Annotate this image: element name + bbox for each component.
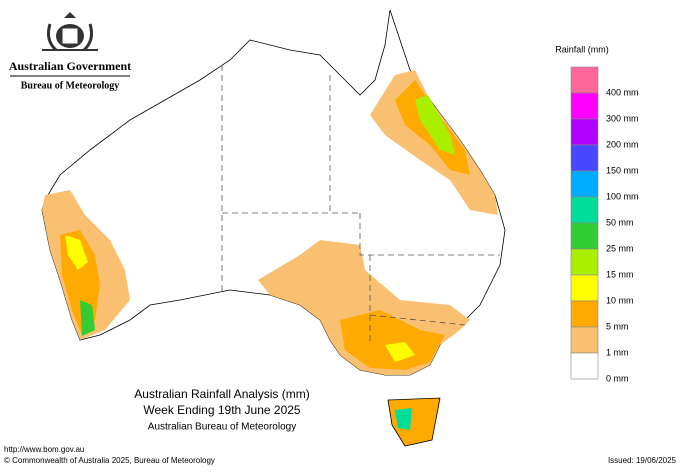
- issued-date: Issued: 19/06/2025: [608, 456, 677, 465]
- legend-swatch: [570, 196, 599, 224]
- copyright: © Commonwealth of Australia 2025, Bureau…: [4, 456, 215, 465]
- map-subtitle: Week Ending 19th June 2025: [143, 403, 301, 417]
- legend-label: 50 mm: [606, 217, 634, 227]
- legend-label: 400 mm: [606, 87, 639, 97]
- legend-swatch: [570, 144, 599, 172]
- url: http://www.bom.gov.au: [4, 445, 84, 454]
- legend-label: 200 mm: [606, 139, 639, 149]
- legend-swatch: [570, 352, 599, 380]
- legend-label: 1 mm: [606, 347, 629, 357]
- rain-se-heavy: [340, 310, 445, 370]
- state-borders: [221, 65, 500, 345]
- legend-swatch: [570, 118, 599, 146]
- map-title: Australian Rainfall Analysis (mm): [134, 387, 309, 401]
- tasmania: [387, 397, 441, 447]
- legend-swatch: [570, 300, 599, 328]
- legend-swatch: [570, 248, 599, 276]
- legend-title: Rainfall (mm): [555, 44, 609, 54]
- legend-label: 10 mm: [606, 295, 634, 305]
- coat-of-arms: [42, 12, 98, 52]
- legend-swatch: [570, 222, 599, 250]
- legend: 400 mm 300 mm 200 mm 150 mm 100 mm 50 mm 25 mm…: [570, 66, 639, 383]
- legend-swatch: [570, 326, 599, 354]
- rain-sw-green: [80, 300, 95, 336]
- legend-label: 150 mm: [606, 165, 639, 175]
- legend-swatch: [570, 92, 599, 120]
- legend-label: 5 mm: [606, 321, 629, 331]
- rain-tas: [395, 408, 412, 430]
- legend-label: 0 mm: [606, 373, 629, 383]
- legend-label: 25 mm: [606, 243, 634, 253]
- legend-label: 300 mm: [606, 113, 639, 123]
- australia-map: [41, 9, 506, 447]
- bureau-name: Bureau of Meteorology: [21, 80, 120, 91]
- legend-label: 15 mm: [606, 269, 634, 279]
- legend-label: 100 mm: [606, 191, 639, 201]
- rain-qld-green: [415, 95, 455, 155]
- legend-swatch: [570, 170, 599, 198]
- legend-swatch: [570, 274, 599, 302]
- legend-swatch: [570, 66, 599, 94]
- government-name: Australian Government: [9, 59, 131, 73]
- rain-se-yellow: [385, 342, 415, 362]
- rain-sw-yellow: [65, 235, 88, 270]
- map-source: Australian Bureau of Meteorology: [148, 422, 296, 433]
